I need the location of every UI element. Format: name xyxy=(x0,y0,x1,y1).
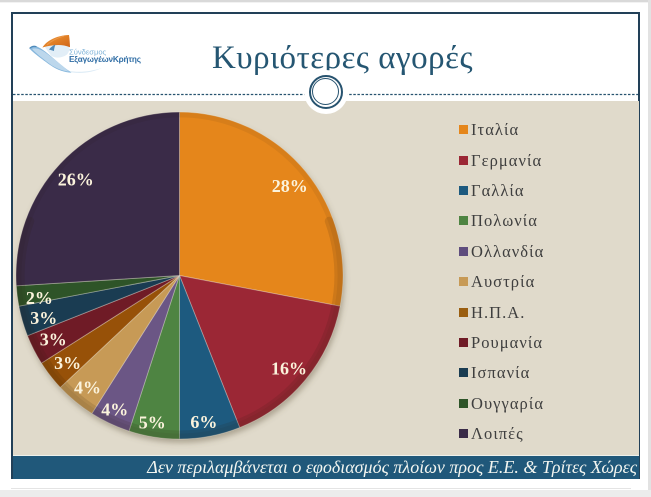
svg-text:26%: 26% xyxy=(58,169,94,189)
svg-text:4%: 4% xyxy=(101,400,128,420)
svg-text:4%: 4% xyxy=(74,378,101,398)
svg-text:3%: 3% xyxy=(40,330,67,350)
svg-text:3%: 3% xyxy=(54,353,81,373)
svg-text:6%: 6% xyxy=(190,412,217,432)
svg-text:ΕξαγωγέωνΚρήτης: ΕξαγωγέωνΚρήτης xyxy=(69,55,141,64)
svg-text:16%: 16% xyxy=(271,359,307,379)
svg-text:2%: 2% xyxy=(26,288,53,308)
svg-text:3%: 3% xyxy=(30,308,57,328)
svg-text:5%: 5% xyxy=(139,413,166,433)
svg-text:28%: 28% xyxy=(272,176,308,196)
svg-text:Σύνδεσμος: Σύνδεσμος xyxy=(69,48,107,57)
